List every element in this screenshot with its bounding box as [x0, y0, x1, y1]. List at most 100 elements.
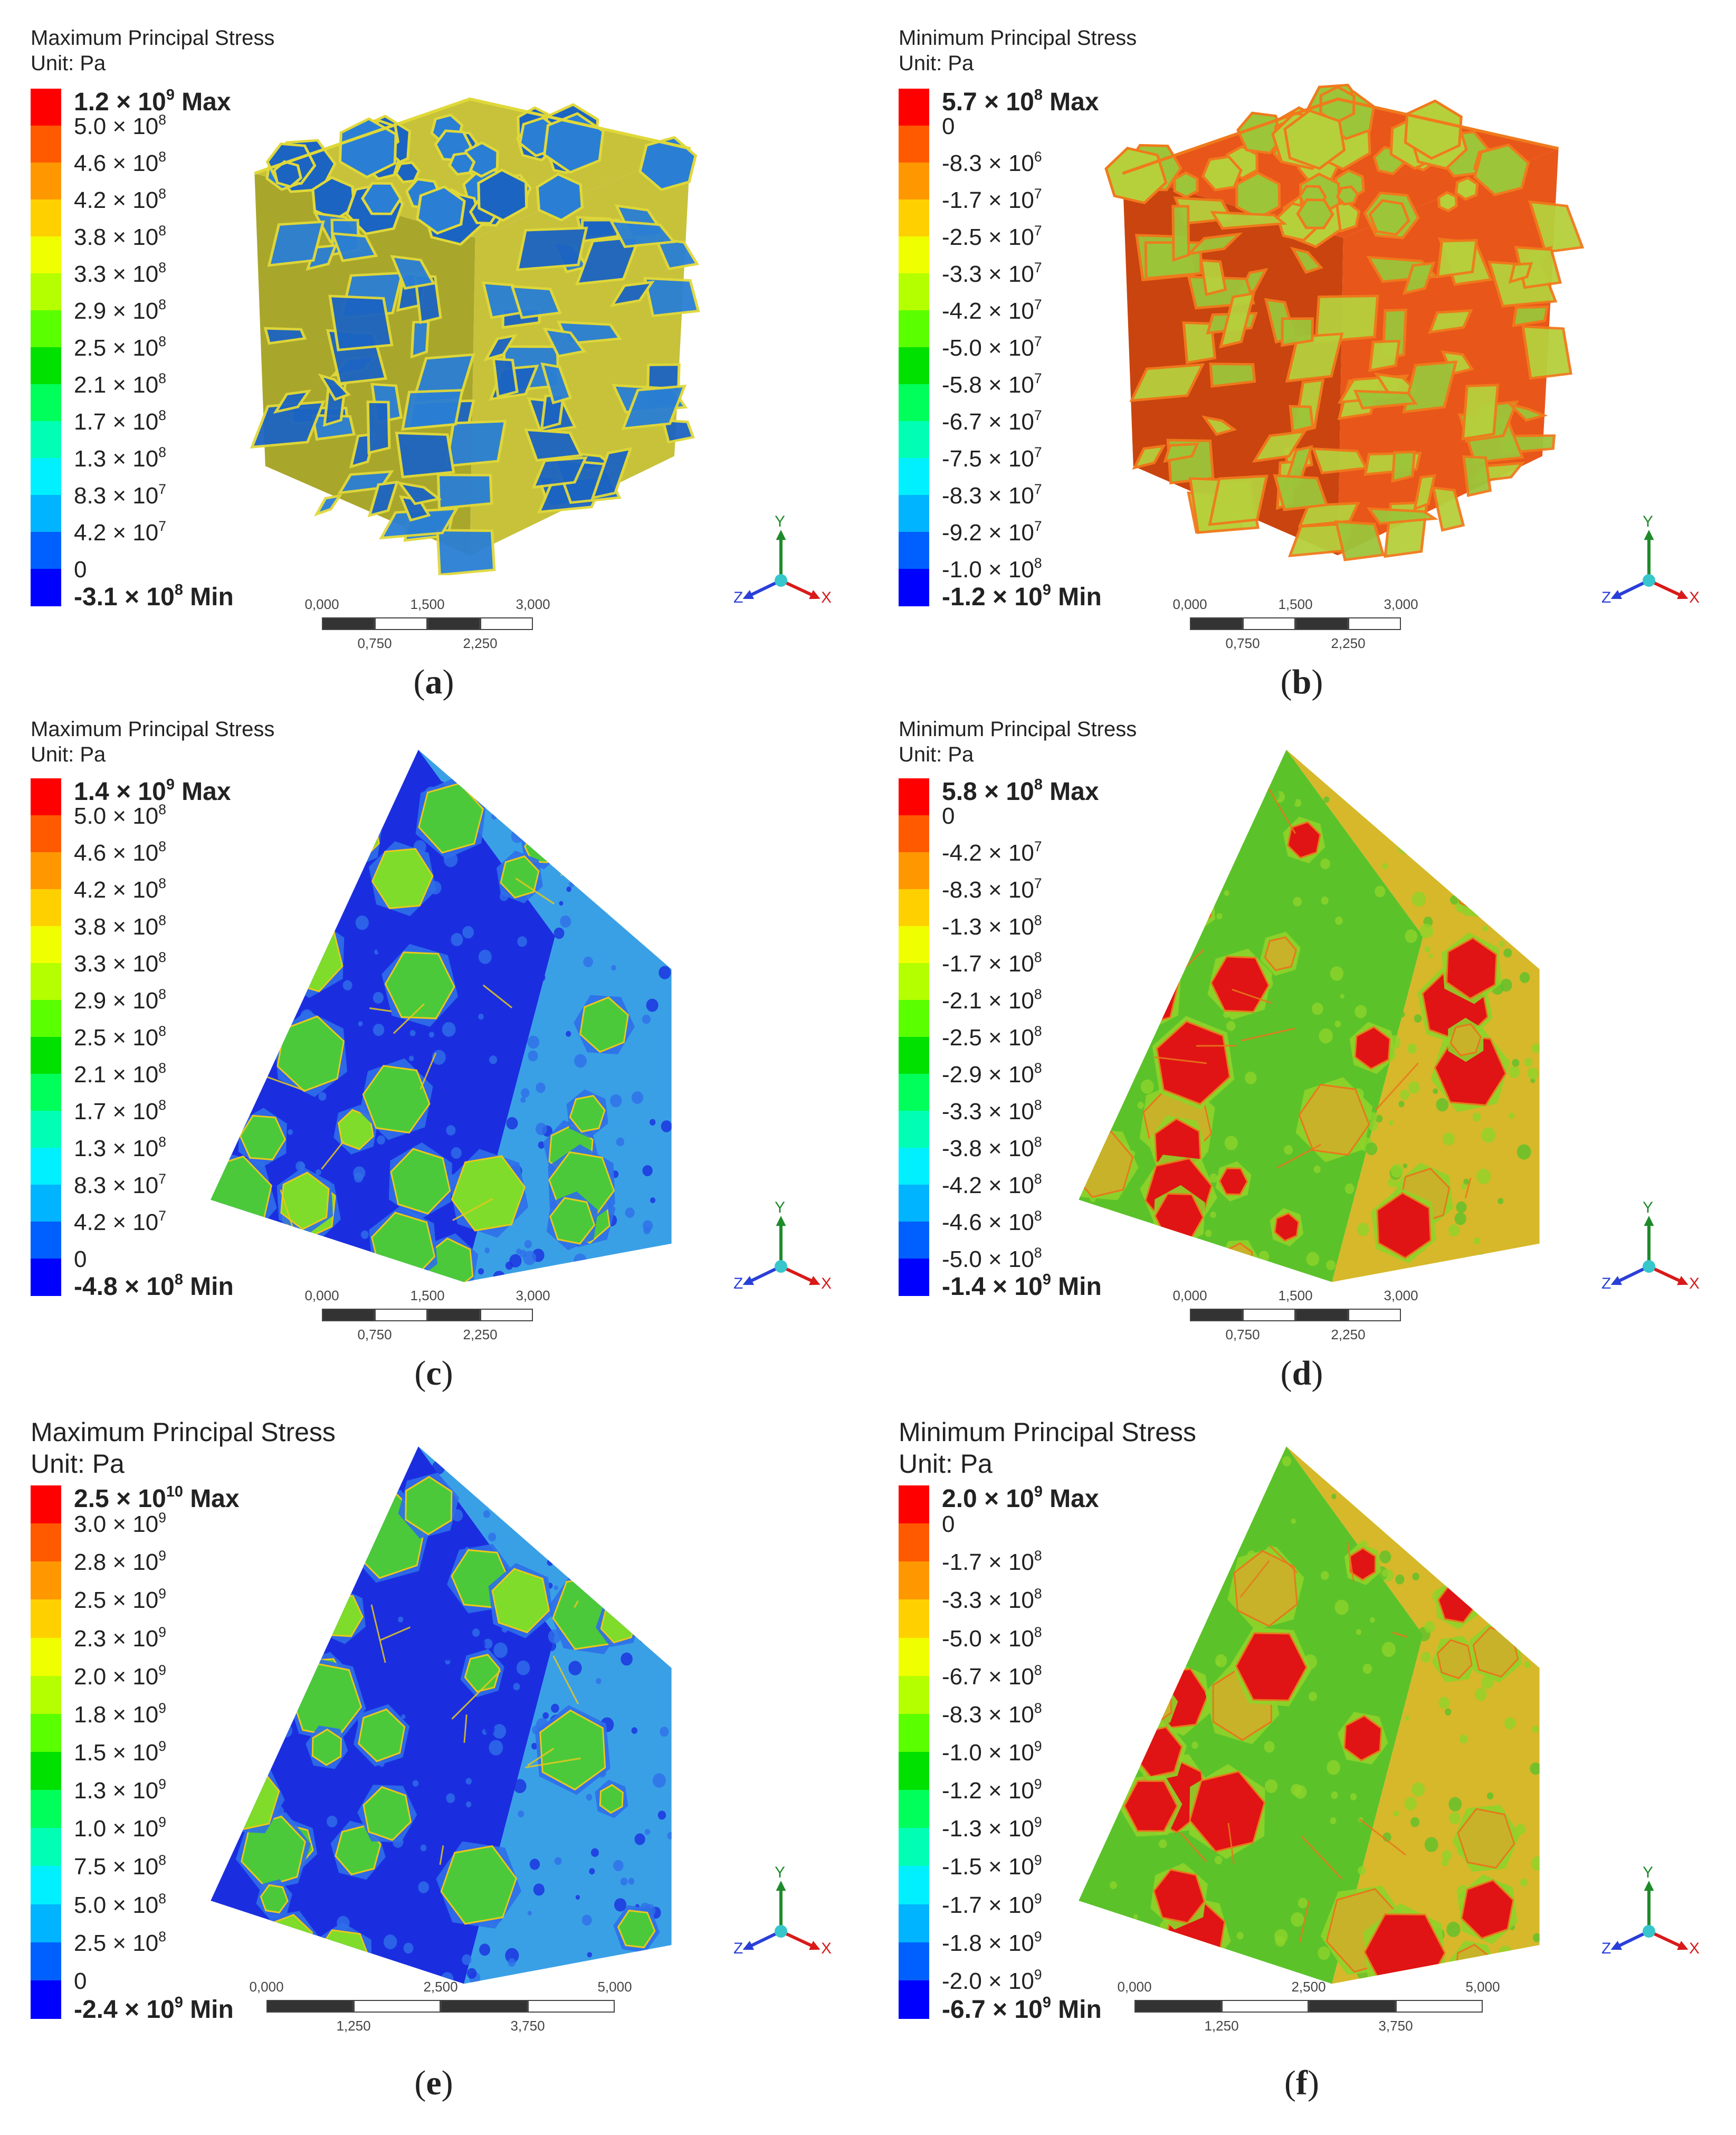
- section-model: [201, 1435, 707, 1989]
- legend-unit: Unit: Pa: [31, 52, 106, 75]
- scale-segment: [1396, 2000, 1483, 2013]
- svg-text:Y: Y: [1643, 1864, 1653, 1881]
- legend-band: [31, 1599, 61, 1638]
- legend-label: 5.0 × 108: [74, 802, 166, 829]
- legend-label: -4.2 × 107: [942, 297, 1042, 324]
- legend-label: -2.1 × 108: [942, 986, 1042, 1014]
- legend-label: -6.7 × 107: [942, 407, 1042, 435]
- legend-band: [899, 815, 929, 853]
- legend-band: [899, 778, 929, 816]
- scale-tick-label: 1,250: [1204, 2018, 1239, 2034]
- legend-label: 5.0 × 108: [74, 1890, 166, 1918]
- legend-label: 1.5 × 109: [74, 1738, 166, 1766]
- scale-segment: [1309, 2000, 1396, 2013]
- svg-text:Y: Y: [1643, 1199, 1653, 1216]
- scale-segment: [375, 617, 427, 630]
- legend-label: 0: [74, 1246, 87, 1272]
- legend-label: -2.9 × 108: [942, 1060, 1042, 1088]
- legend-band: [31, 532, 61, 569]
- legend-band: [899, 532, 929, 569]
- legend-max-label: 2.0 × 109 Max: [942, 1483, 1099, 1513]
- legend-label: -3.3 × 107: [942, 260, 1042, 287]
- legend-label: -2.5 × 108: [942, 1023, 1042, 1051]
- legend-label: -1.0 × 109: [942, 1738, 1042, 1766]
- legend-label: 7.5 × 108: [74, 1852, 166, 1880]
- legend-max-label: 5.8 × 108 Max: [942, 776, 1099, 806]
- legend-band: [899, 384, 929, 422]
- legend-label: 0: [74, 1968, 87, 1994]
- y-axis-arrow: Y: [775, 1199, 786, 1266]
- axis-triad: Y X Z: [718, 1193, 844, 1319]
- scale-segment: [1348, 1309, 1401, 1321]
- legend-band: [31, 1111, 61, 1148]
- cube-model-geometry: [1104, 83, 1585, 561]
- scale-segment: [1348, 617, 1401, 630]
- panel-caption: (e): [414, 2064, 453, 2102]
- triad-origin-icon: [775, 574, 787, 587]
- scale-segment: [1134, 2000, 1222, 2013]
- color-legend: 5.8 × 108 Max 0 -4.2 × 107 -8.3 × 107 -1.3 ×…: [899, 777, 1102, 1300]
- scale-tick-label: 1,500: [410, 1288, 445, 1303]
- legend-label: 4.6 × 108: [74, 149, 166, 176]
- legend-band: [899, 1828, 929, 1867]
- panel-caption: (d): [1280, 1354, 1323, 1393]
- legend-label: 0: [74, 557, 87, 583]
- scale-tick-label: 3,750: [510, 2018, 545, 2034]
- legend-label: -2.5 × 107: [942, 223, 1042, 250]
- scale-segment: [1222, 2000, 1309, 2013]
- legend-band: [31, 1000, 61, 1037]
- legend-band: [899, 1259, 929, 1296]
- svg-text:X: X: [821, 1940, 832, 1957]
- legend-band: [899, 1111, 929, 1148]
- legend-band: [31, 1675, 61, 1714]
- legend-label: 2.1 × 108: [74, 1060, 166, 1088]
- axis-triad: Y X Z: [1586, 1193, 1712, 1319]
- svg-text:Y: Y: [1643, 513, 1653, 530]
- panel-caption-letter: f: [1296, 2064, 1308, 2102]
- legend-label: -3.3 × 108: [942, 1097, 1042, 1124]
- legend-unit: Unit: Pa: [31, 1449, 125, 1479]
- scale-tick-label: 5,000: [597, 1979, 632, 1995]
- legend-band: [899, 1000, 929, 1037]
- legend-band: [31, 310, 61, 348]
- legend-label: 2.5 × 108: [74, 333, 166, 361]
- svg-text:Z: Z: [733, 1275, 743, 1292]
- legend-label: 5.0 × 108: [74, 112, 166, 139]
- x-axis-arrow: X: [780, 1265, 832, 1292]
- scale-tick-label: 2,500: [423, 1979, 458, 1995]
- panel-a: Maximum Principal Stress Unit: Pa 1.2 × 10…: [0, 0, 868, 702]
- legend-band: [899, 199, 929, 237]
- scale-segment: [322, 617, 375, 630]
- z-axis-arrow: Z: [1601, 1265, 1650, 1292]
- legend-label: 0: [942, 803, 955, 829]
- legend-band: [899, 926, 929, 964]
- x-axis-arrow: X: [780, 1930, 832, 1957]
- scale-tick-label: 3,000: [1384, 596, 1418, 612]
- legend-label: 3.3 × 108: [74, 949, 166, 977]
- legend-label: -5.0 × 107: [942, 333, 1042, 361]
- legend-title-text: Maximum Principal Stress: [31, 1417, 336, 1447]
- axis-triad: Y X Z: [718, 1857, 844, 1984]
- legend-band: [31, 126, 61, 163]
- legend-label: 2.1 × 108: [74, 370, 166, 398]
- legend-label: 1.7 × 108: [74, 407, 166, 435]
- legend-band: [31, 1942, 61, 1981]
- legend-max-label: 5.7 × 108 Max: [942, 86, 1099, 116]
- scale-bar: 0,000 0,750 1,500 2,250 3,000: [1172, 596, 1418, 660]
- axis-triad: Y X Z: [1586, 507, 1712, 633]
- scale-tick-label: 0,750: [1225, 1327, 1260, 1342]
- legend-label: -7.5 × 107: [942, 444, 1042, 472]
- legend-label: -4.6 × 108: [942, 1208, 1042, 1235]
- section-model-geometry: [211, 749, 672, 1282]
- scale-tick-label: 2,250: [463, 1327, 498, 1342]
- legend-band: [899, 1675, 929, 1714]
- legend-label: 2.9 × 108: [74, 297, 166, 324]
- legend-band: [31, 89, 61, 126]
- scale-bar: 0,000 0,750 1,500 2,250 3,000: [304, 1288, 550, 1351]
- legend-band: [899, 569, 929, 606]
- section-model: [201, 739, 707, 1288]
- legend-band: [899, 1222, 929, 1259]
- color-legend: 2.0 × 109 Max 0 -1.7 × 108 -3.3 × 108 -5.0 ×…: [899, 1484, 1102, 2023]
- legend-band: [31, 1523, 61, 1562]
- scale-tick-label: 5,000: [1465, 1979, 1500, 1995]
